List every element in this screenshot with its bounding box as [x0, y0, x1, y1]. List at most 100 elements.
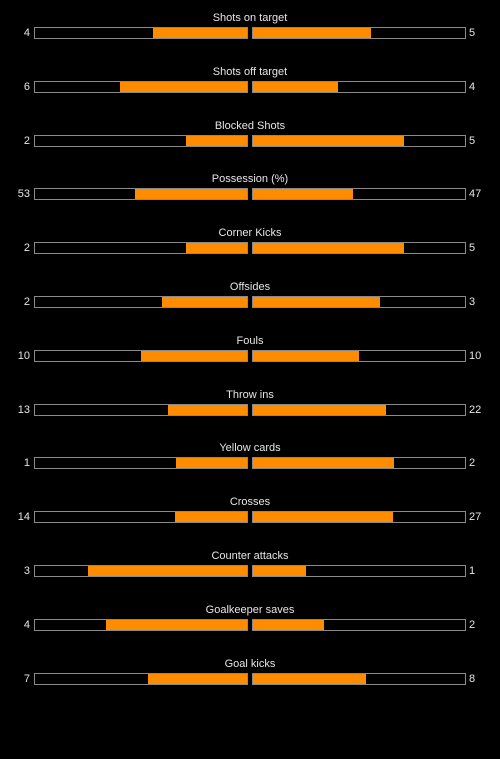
home-bar-track — [34, 349, 248, 362]
home-bar-track — [34, 188, 248, 201]
stat-label: Yellow cards — [219, 442, 281, 455]
stat-row-possession: Possession (%) 53 47 — [0, 161, 500, 215]
home-bar-track — [34, 457, 248, 470]
away-bar-track — [252, 242, 466, 255]
home-bar-fill — [148, 673, 247, 684]
away-value: 3 — [469, 295, 476, 308]
away-bar-fill — [253, 189, 353, 200]
away-bar-track — [252, 457, 466, 470]
away-value: 4 — [469, 80, 476, 93]
home-value: 10 — [17, 349, 30, 362]
away-value: 5 — [469, 27, 476, 39]
away-bar-track — [252, 403, 466, 416]
stat-row-fouls: Fouls 10 10 — [0, 323, 500, 377]
stat-label: Shots on target — [212, 12, 288, 24]
home-bar-track — [34, 618, 248, 631]
away-bar-fill — [253, 135, 405, 146]
stat-label: Throw ins — [226, 388, 274, 401]
away-bar-fill — [253, 243, 405, 254]
away-bar-track — [252, 511, 466, 524]
away-bar-track — [252, 27, 466, 39]
home-bar-fill — [141, 350, 247, 361]
home-value: 13 — [17, 403, 30, 416]
away-value: 8 — [469, 672, 476, 685]
stat-row-shots-off-target: Shots off target 6 4 — [0, 54, 500, 108]
home-bar-fill — [119, 81, 247, 92]
match-stats-list: Shots on target 4 5 Shots off target 6 4… — [0, 0, 500, 700]
home-value: 3 — [23, 564, 30, 577]
home-bar-fill — [174, 512, 247, 523]
stat-label: Counter attacks — [211, 549, 289, 562]
stat-label: Fouls — [236, 334, 264, 347]
home-bar-fill — [186, 243, 247, 254]
stat-row-counter-attacks: Counter attacks 3 1 — [0, 538, 500, 592]
stat-label: Goalkeeper saves — [205, 603, 295, 616]
home-bar-track — [34, 242, 248, 255]
away-value: 47 — [469, 188, 482, 201]
home-bar-fill — [176, 458, 247, 469]
stat-row-crosses: Crosses 14 27 — [0, 484, 500, 538]
home-bar-fill — [162, 296, 247, 307]
home-bar-track — [34, 80, 248, 93]
home-bar-track — [34, 134, 248, 147]
away-bar-track — [252, 672, 466, 685]
away-bar-track — [252, 349, 466, 362]
away-value: 2 — [469, 618, 476, 631]
away-bar-fill — [253, 81, 338, 92]
away-bar-fill — [253, 458, 395, 469]
stat-label: Corner Kicks — [218, 227, 282, 240]
away-bar-track — [252, 618, 466, 631]
away-bar-fill — [253, 350, 359, 361]
stat-label: Goal kicks — [224, 657, 276, 670]
home-value: 2 — [23, 134, 30, 147]
away-bar-fill — [253, 565, 306, 576]
home-value: 4 — [23, 618, 30, 631]
home-bar-fill — [152, 28, 247, 38]
away-bar-fill — [253, 673, 366, 684]
stat-label: Offsides — [229, 280, 271, 293]
stat-row-shots-on-target: Shots on target 4 5 — [0, 0, 500, 54]
home-bar-fill — [186, 135, 247, 146]
home-bar-track — [34, 511, 248, 524]
stat-row-corner-kicks: Corner Kicks 2 5 — [0, 215, 500, 269]
home-bar-fill — [105, 619, 247, 630]
home-value: 7 — [23, 672, 30, 685]
home-bar-track — [34, 564, 248, 577]
away-bar-fill — [253, 28, 371, 38]
home-value: 2 — [23, 295, 30, 308]
home-bar-track — [34, 295, 248, 308]
stat-label: Shots off target — [212, 65, 288, 78]
home-value: 53 — [17, 188, 30, 201]
home-bar-fill — [88, 565, 247, 576]
stat-row-offsides: Offsides 2 3 — [0, 269, 500, 323]
away-bar-track — [252, 564, 466, 577]
away-bar-fill — [253, 512, 393, 523]
stat-row-throw-ins: Throw ins 13 22 — [0, 377, 500, 431]
away-bar-track — [252, 188, 466, 201]
away-value: 5 — [469, 242, 476, 255]
stat-label: Possession (%) — [211, 173, 289, 186]
home-value: 14 — [17, 511, 30, 524]
home-value: 1 — [23, 457, 30, 470]
stat-row-goal-kicks: Goal kicks 7 8 — [0, 646, 500, 700]
away-bar-track — [252, 134, 466, 147]
away-bar-fill — [253, 619, 324, 630]
home-value: 6 — [23, 80, 30, 93]
away-value: 10 — [469, 349, 482, 362]
home-bar-track — [34, 672, 248, 685]
home-bar-track — [34, 27, 248, 39]
away-value: 2 — [469, 457, 476, 470]
home-value: 2 — [23, 242, 30, 255]
away-bar-fill — [253, 296, 381, 307]
away-bar-fill — [253, 404, 387, 415]
home-bar-fill — [168, 404, 247, 415]
away-value: 22 — [469, 403, 482, 416]
stat-row-yellow-cards: Yellow cards 1 2 — [0, 430, 500, 484]
away-bar-track — [252, 80, 466, 93]
home-value: 4 — [23, 27, 30, 39]
away-value: 27 — [469, 511, 482, 524]
away-value: 1 — [469, 564, 476, 577]
away-value: 5 — [469, 134, 476, 147]
stat-row-blocked-shots: Blocked Shots 2 5 — [0, 108, 500, 162]
home-bar-track — [34, 403, 248, 416]
